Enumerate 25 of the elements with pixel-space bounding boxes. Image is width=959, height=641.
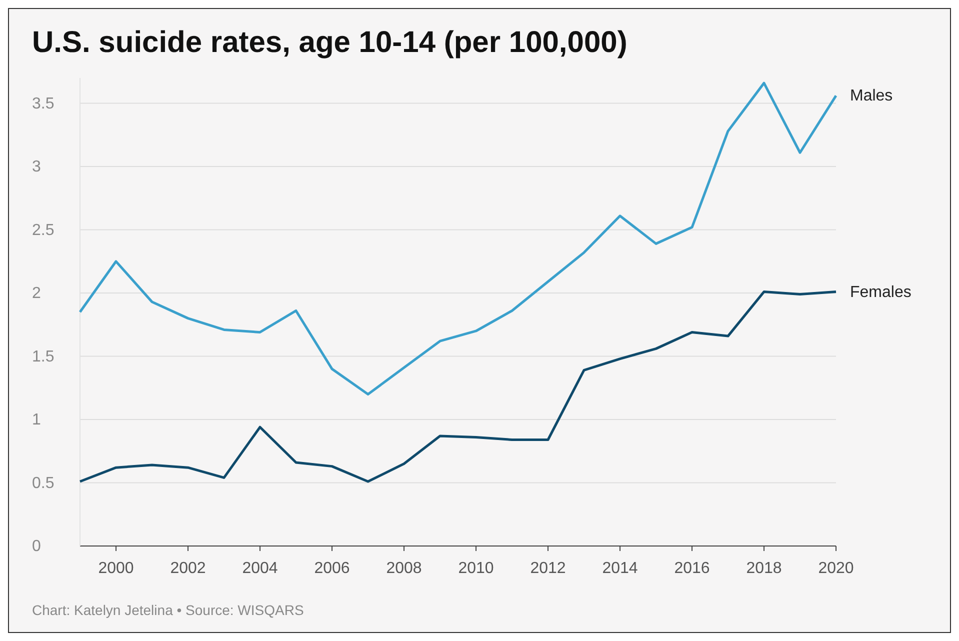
y-tick-label: 2.5 [32, 222, 54, 239]
y-tick-label: 1.5 [32, 348, 54, 366]
series-label: Females [850, 284, 912, 301]
x-tick-label: 2000 [98, 560, 134, 577]
line-series [78, 82, 838, 396]
x-tick-label: 2004 [242, 560, 278, 577]
chart-title: U.S. suicide rates, age 10-14 (per 100,000) [32, 26, 628, 59]
x-tick-label: 2014 [602, 560, 638, 577]
series-label: Males [850, 88, 893, 105]
x-tick-label: 2010 [458, 560, 494, 577]
line-series [78, 290, 838, 483]
y-tick-label: 3.5 [32, 95, 54, 112]
x-tick-label: 2006 [314, 560, 350, 577]
y-tick-label: 2 [32, 285, 41, 302]
y-tick-label: 0.5 [32, 474, 54, 492]
y-tick-label: 3 [32, 158, 41, 176]
x-tick-label: 2018 [746, 560, 782, 577]
y-tick-label: 1 [32, 412, 41, 429]
x-tick-label: 2012 [530, 560, 566, 577]
y-tick-label: 0 [32, 538, 41, 555]
x-tick-label: 2016 [674, 560, 710, 577]
x-tick-label: 2002 [170, 560, 206, 577]
x-tick-label: 2020 [818, 560, 854, 577]
x-tick-label: 2008 [386, 560, 422, 577]
text: Chart: Katelyn Jetelina • Source: WISQARS [32, 602, 304, 618]
